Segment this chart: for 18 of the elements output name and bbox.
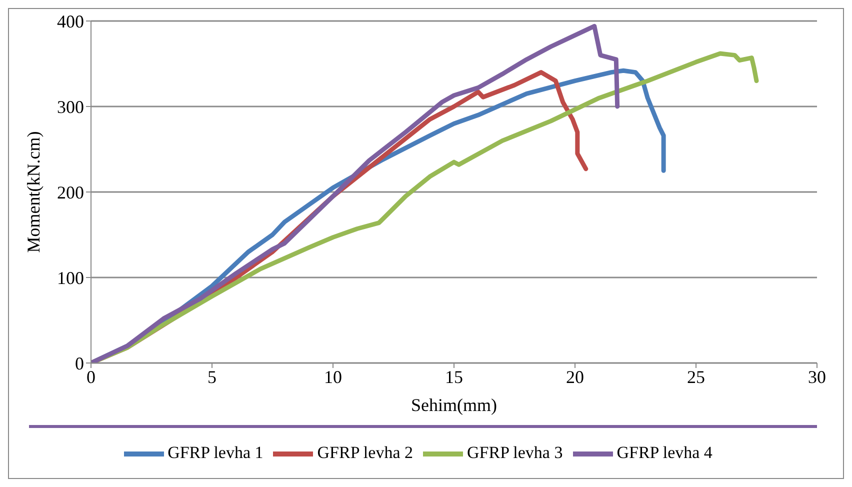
y-tick-label: 0 (75, 353, 84, 374)
legend-label: GFRP levha 3 (467, 442, 563, 462)
x-tick-label: 10 (324, 366, 342, 387)
line-series (91, 24, 620, 363)
legend-label: GFRP levha 4 (616, 442, 712, 462)
y-tick-label: 100 (57, 268, 84, 288)
y-axis-title: Moment(kN.cm) (23, 131, 44, 253)
x-tick-label: 15 (445, 366, 463, 387)
x-tick-label: 5 (208, 366, 216, 387)
x-tick-label: 30 (808, 366, 826, 387)
x-axis-title: Sehim(mm) (411, 395, 497, 415)
x-tick-label: 20 (566, 366, 584, 387)
legend-label: GFRP levha 2 (317, 442, 413, 462)
y-tick-label: 300 (57, 96, 84, 117)
y-tick-label: 200 (57, 182, 84, 202)
x-tick-label: 25 (687, 366, 705, 387)
y-tick-label: 400 (57, 11, 84, 32)
legend-label: GFRP levha 1 (168, 442, 264, 462)
